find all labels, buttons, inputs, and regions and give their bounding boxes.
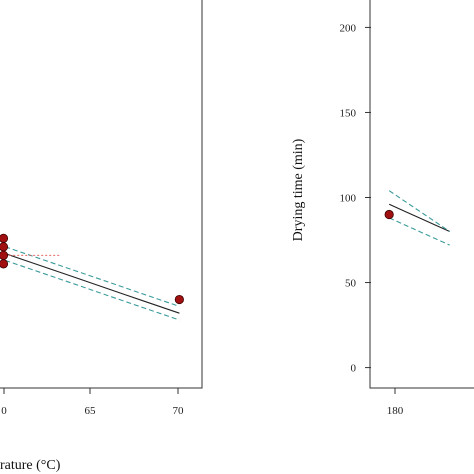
confidence-band-upper	[388, 190, 451, 232]
y-tick-label: 150	[340, 107, 357, 119]
fit-line	[5, 253, 180, 314]
y-tick-label: 100	[340, 193, 357, 205]
x-tick-label: 70	[173, 405, 185, 417]
x-axis-title: rature (°C)	[0, 458, 61, 473]
x-tick-label: 0	[1, 405, 7, 417]
x-tick-label: 180	[387, 405, 404, 417]
data-point	[0, 259, 9, 269]
y-tick-label: 0	[351, 363, 357, 375]
fit-line	[388, 203, 450, 233]
confidence-band-upper	[5, 246, 180, 307]
plot-frame	[369, 0, 474, 389]
data-point	[0, 242, 9, 252]
x-tick-label: 65	[85, 405, 97, 417]
chart-panel-1: 0 65 70 rature (°C)	[0, 0, 203, 473]
data-point	[384, 209, 394, 220]
confidence-band-lower	[5, 259, 180, 321]
y-tick-label: 200	[340, 22, 357, 34]
data-point	[174, 294, 184, 305]
y-axis-title: Drying time (min)	[291, 138, 306, 241]
confidence-band-lower	[388, 217, 450, 246]
data-point	[0, 233, 9, 243]
data-point	[0, 250, 9, 260]
plot-frame	[0, 0, 203, 389]
y-tick-label: 50	[345, 278, 357, 290]
chart-panel-2: 180 0 50 100 150 200 Drying time (min)	[291, 0, 474, 417]
